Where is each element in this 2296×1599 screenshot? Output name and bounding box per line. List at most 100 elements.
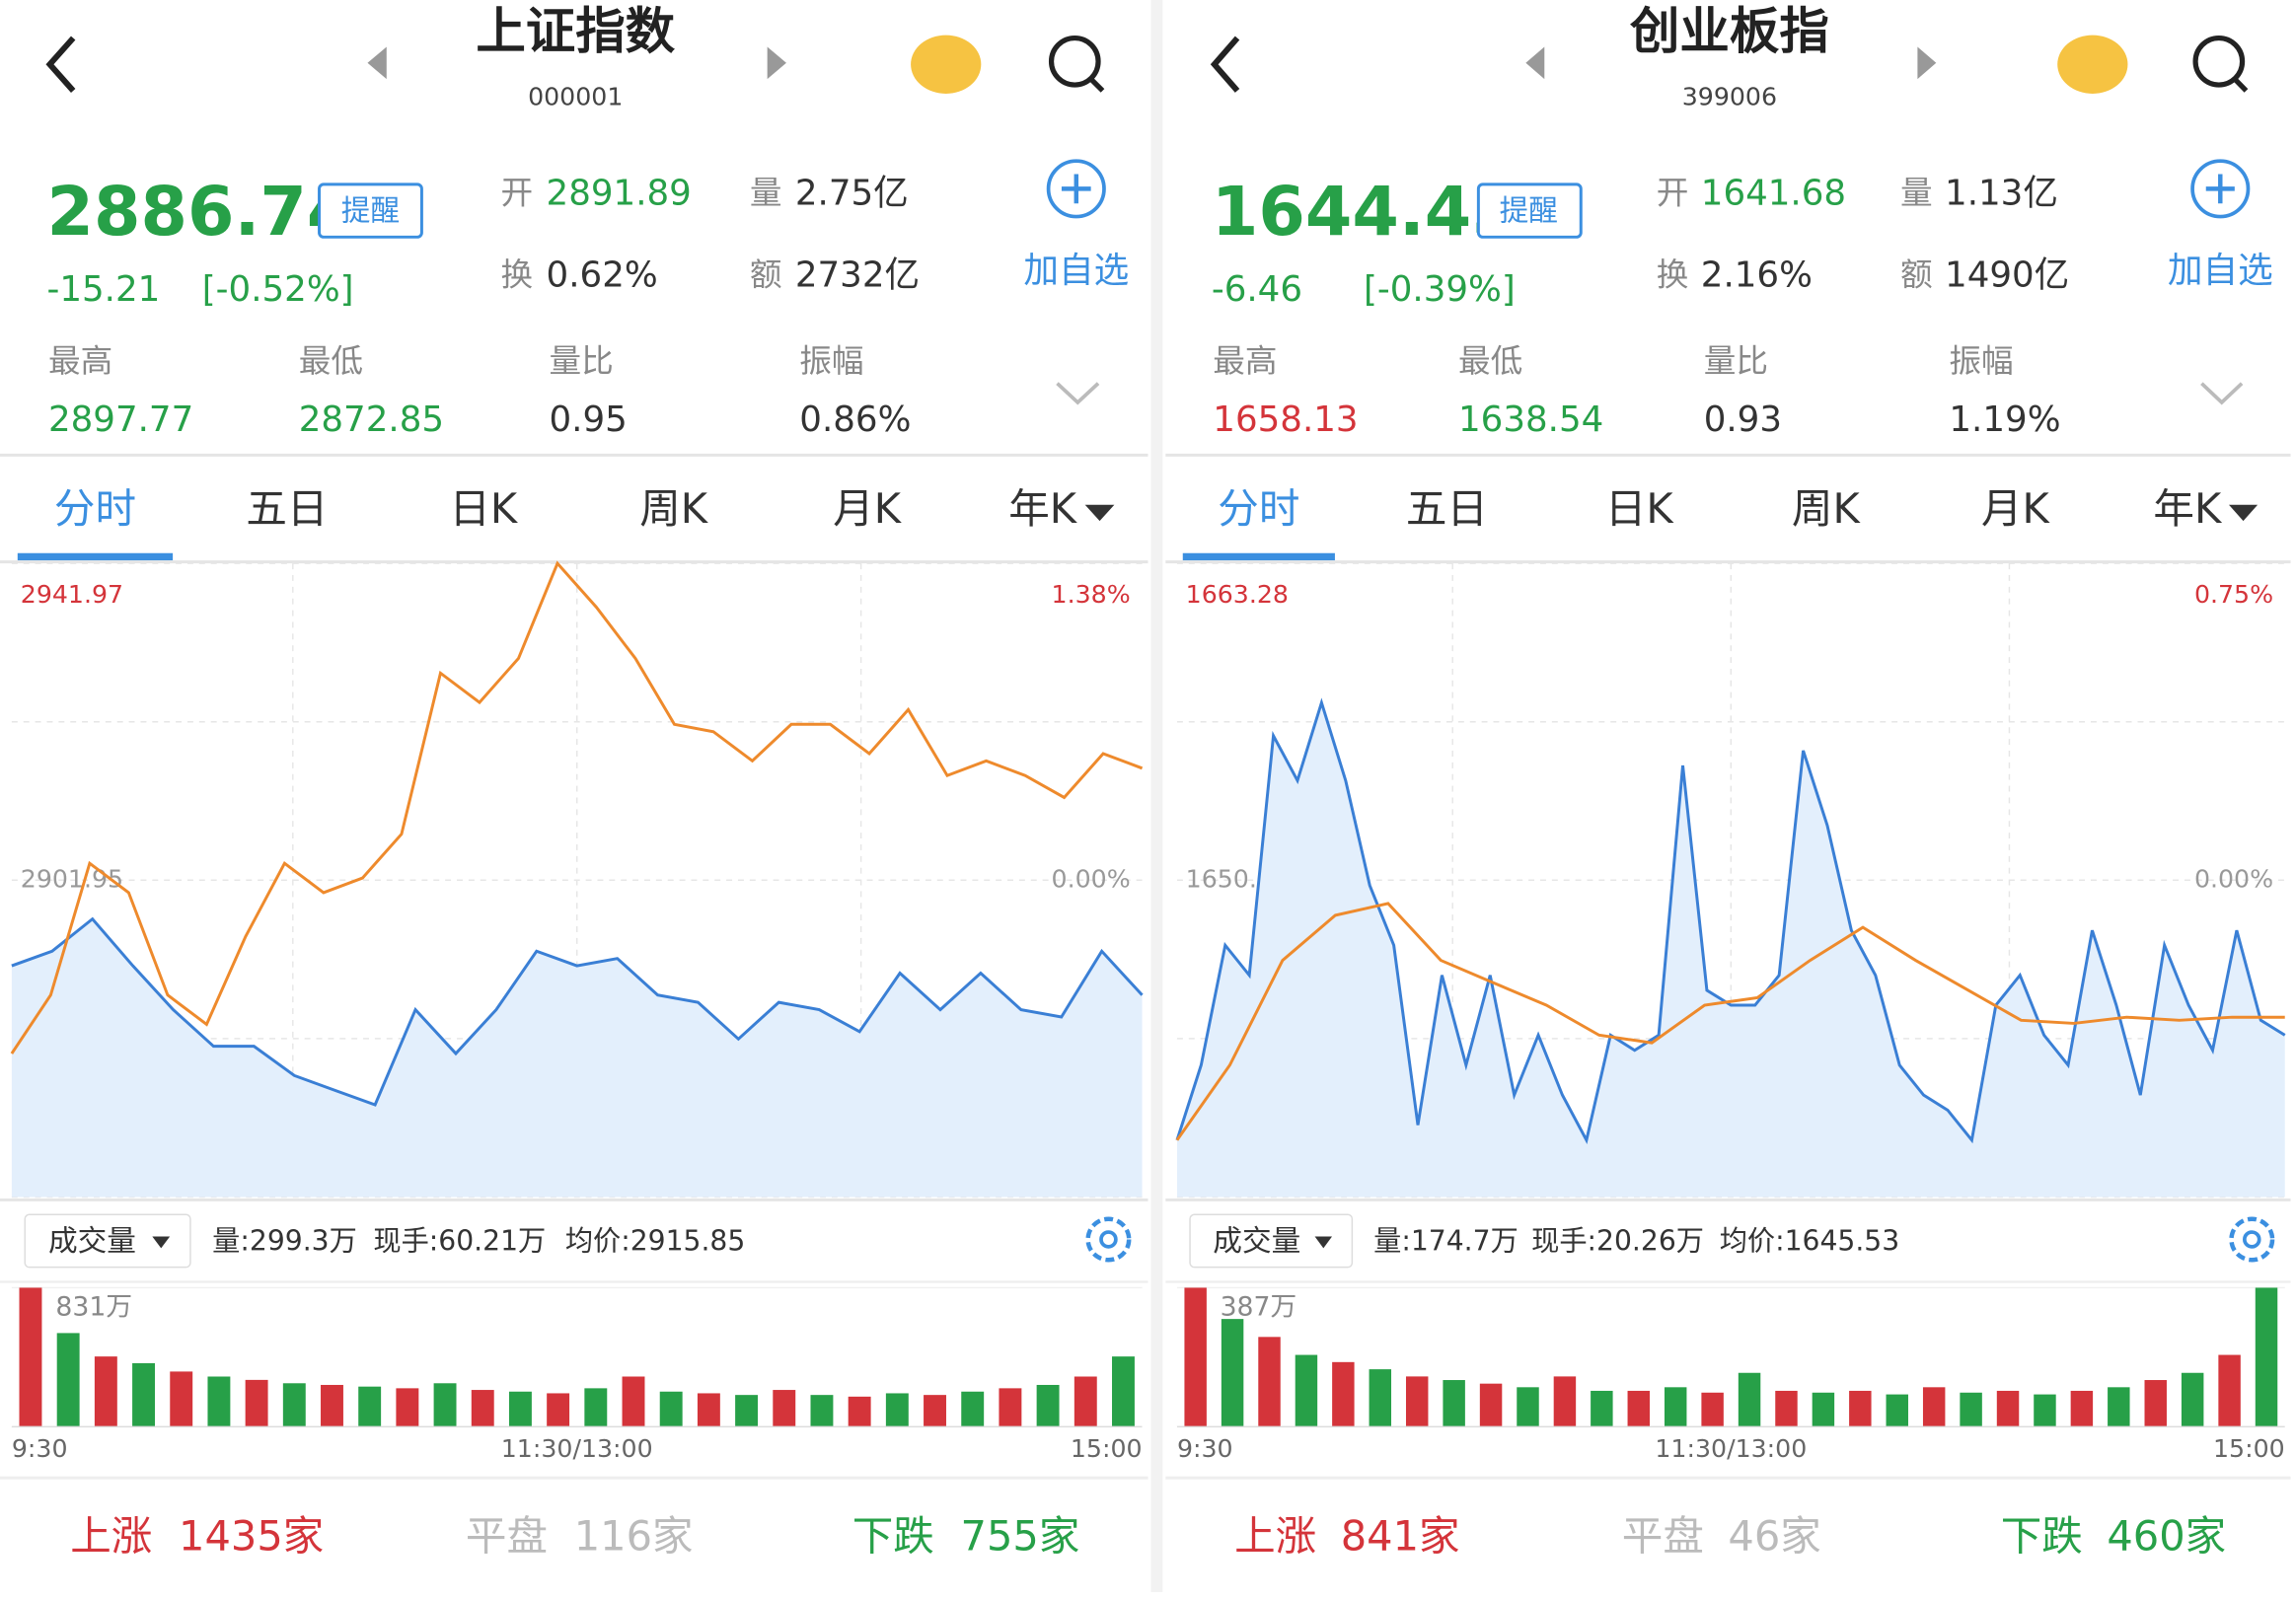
remind-box[interactable] bbox=[1476, 182, 1583, 239]
selector-arrow bbox=[152, 1236, 171, 1249]
next-arrow[interactable] bbox=[767, 46, 786, 80]
add-watchlist[interactable]: 加自选 bbox=[1023, 251, 1129, 291]
back-button[interactable] bbox=[45, 36, 76, 93]
tab[interactable]: 分时 bbox=[1218, 484, 1299, 533]
settings-core bbox=[1099, 1230, 1118, 1249]
stat-label: 量比 bbox=[550, 342, 614, 380]
tab[interactable]: 日K bbox=[1605, 484, 1675, 533]
volume-bar bbox=[1664, 1387, 1687, 1427]
price-area bbox=[1176, 702, 2285, 1198]
volume-bar bbox=[508, 1391, 532, 1427]
volume-selector[interactable] bbox=[24, 1213, 191, 1269]
expand-icon[interactable] bbox=[1056, 382, 1100, 405]
y-tick-label: 2941.97 bbox=[21, 580, 123, 609]
mascot-icon[interactable] bbox=[2057, 35, 2128, 94]
volume-bar bbox=[961, 1391, 985, 1427]
turnover: 2.16% bbox=[1701, 254, 1813, 295]
volume-bar bbox=[2070, 1390, 2094, 1427]
prev-arrow[interactable] bbox=[367, 46, 387, 80]
search-handle bbox=[2232, 77, 2249, 93]
volume-bar bbox=[1812, 1392, 1835, 1427]
expand-icon[interactable] bbox=[2200, 382, 2244, 405]
add-icon[interactable] bbox=[1046, 159, 1106, 219]
volume-bar bbox=[1627, 1390, 1650, 1427]
add-icon[interactable] bbox=[2190, 159, 2251, 219]
search-icon[interactable] bbox=[1048, 35, 1101, 88]
avg-line bbox=[1175, 902, 2285, 1141]
stat-value: 0.86% bbox=[799, 400, 911, 440]
tab[interactable]: 年K bbox=[2153, 484, 2223, 533]
settings-icon[interactable] bbox=[2229, 1216, 2275, 1263]
prev-arrow[interactable] bbox=[1525, 46, 1545, 80]
pct-label: 0.00% bbox=[1052, 864, 1131, 893]
pct-label: 0.75% bbox=[2194, 580, 2273, 609]
next-arrow[interactable] bbox=[1917, 46, 1937, 80]
volume-bar bbox=[1701, 1392, 1724, 1427]
tab[interactable]: 周K bbox=[1792, 484, 1862, 533]
breadth-value: 116家 bbox=[574, 1512, 694, 1561]
stat-label: 振幅 bbox=[799, 342, 863, 380]
tab[interactable]: 年K bbox=[1008, 484, 1078, 533]
volume-bar bbox=[697, 1393, 720, 1427]
tab[interactable]: 五日 bbox=[1406, 484, 1488, 533]
volume-bar bbox=[207, 1376, 231, 1427]
volume-bar bbox=[999, 1388, 1022, 1427]
tab[interactable]: 月K bbox=[833, 484, 903, 533]
turnover-label: 换 bbox=[1657, 255, 1689, 293]
stock-code: 000001 bbox=[528, 82, 623, 110]
volume-bar bbox=[282, 1383, 306, 1427]
breadth-label: 上涨 bbox=[1234, 1512, 1316, 1561]
change: -15.21 bbox=[46, 269, 160, 310]
volume-bar bbox=[622, 1376, 645, 1427]
search-icon[interactable] bbox=[2192, 35, 2246, 88]
volume-bar bbox=[1479, 1383, 1503, 1427]
amount: 1490亿 bbox=[1945, 254, 2069, 295]
volume-bar bbox=[1332, 1361, 1355, 1427]
volume-bar bbox=[2034, 1394, 2056, 1427]
volume-info: 现手:60.21万 bbox=[373, 1224, 546, 1257]
add-watchlist[interactable]: 加自选 bbox=[2168, 251, 2273, 291]
volume-bar bbox=[659, 1391, 683, 1427]
stat-value: 0.93 bbox=[1704, 400, 1782, 440]
volume-bar bbox=[1369, 1369, 1392, 1427]
back-button[interactable] bbox=[1210, 36, 1240, 93]
volume-bar bbox=[2255, 1287, 2278, 1427]
stat-value: 2897.77 bbox=[48, 400, 193, 440]
volume-bar bbox=[1553, 1376, 1577, 1427]
volume-bar bbox=[1074, 1376, 1097, 1427]
volume-bar bbox=[1036, 1384, 1060, 1427]
volume-bar bbox=[1184, 1287, 1207, 1427]
breadth-value: 1435家 bbox=[179, 1512, 324, 1561]
tab[interactable]: 分时 bbox=[54, 484, 136, 533]
volume-selector-label: 成交量 bbox=[1213, 1223, 1300, 1258]
settings-icon[interactable] bbox=[1085, 1216, 1132, 1263]
volume-bar bbox=[1295, 1354, 1318, 1427]
tab[interactable]: 日K bbox=[449, 484, 519, 533]
volume-bar bbox=[810, 1395, 834, 1427]
stat-value: 1658.13 bbox=[1213, 400, 1358, 440]
tab[interactable]: 五日 bbox=[246, 484, 328, 533]
stat-label: 振幅 bbox=[1949, 342, 2013, 380]
volume-bar bbox=[1960, 1392, 1982, 1427]
breadth-label: 平盘 bbox=[466, 1512, 548, 1561]
volume-bar bbox=[471, 1390, 494, 1427]
volume-selector[interactable] bbox=[1189, 1213, 1354, 1269]
amount-label: 额 bbox=[750, 255, 782, 293]
volume-bar bbox=[170, 1371, 193, 1427]
volume-bar bbox=[19, 1287, 42, 1427]
volume-bar bbox=[433, 1383, 457, 1427]
volume-bar bbox=[924, 1395, 946, 1427]
stock-code: 399006 bbox=[1682, 82, 1777, 110]
breadth-label: 平盘 bbox=[1622, 1512, 1704, 1561]
stock-title: 上证指数 bbox=[476, 2, 675, 60]
pct-label: 0.00% bbox=[2194, 864, 2273, 893]
stat-label: 最低 bbox=[299, 342, 363, 380]
remind-box[interactable] bbox=[318, 182, 423, 239]
settings-core bbox=[2243, 1230, 2261, 1249]
tab[interactable]: 周K bbox=[639, 484, 709, 533]
tab[interactable]: 月K bbox=[1981, 484, 2051, 533]
mascot-icon[interactable] bbox=[911, 35, 982, 94]
volume-info: 均价:1645.53 bbox=[1720, 1224, 1899, 1257]
volume-bar bbox=[885, 1393, 909, 1427]
